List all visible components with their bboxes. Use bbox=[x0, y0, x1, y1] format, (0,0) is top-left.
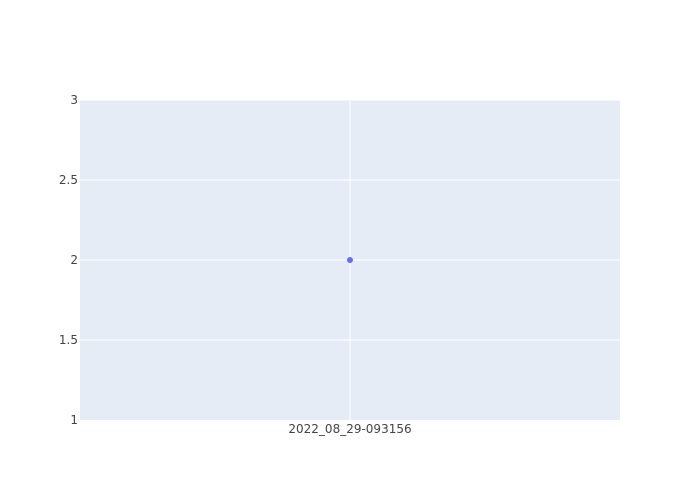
data-points[interactable] bbox=[347, 257, 353, 263]
y-tick-label: 1.5 bbox=[59, 333, 78, 347]
y-axis-ticks: 1 1.5 2 2.5 3 bbox=[59, 93, 78, 427]
y-tick-label: 3 bbox=[70, 93, 78, 107]
y-tick-label: 2 bbox=[70, 253, 78, 267]
y-tick-label: 2.5 bbox=[59, 173, 78, 187]
y-tick-label: 1 bbox=[70, 413, 78, 427]
data-point[interactable] bbox=[347, 257, 353, 263]
x-tick-label: 2022_08_29-093156 bbox=[288, 422, 411, 436]
x-axis-ticks: 2022_08_29-093156 bbox=[288, 422, 411, 436]
